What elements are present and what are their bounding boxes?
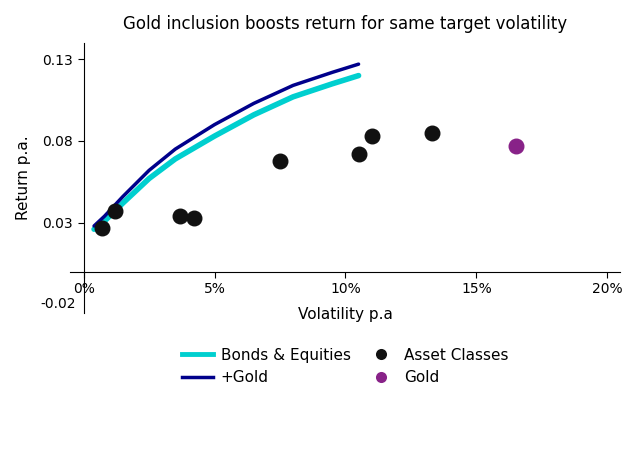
Point xyxy=(96,224,107,231)
Y-axis label: Return p.a.: Return p.a. xyxy=(17,135,31,220)
Point xyxy=(367,132,377,140)
Point xyxy=(110,208,120,215)
Point xyxy=(353,150,364,158)
Point xyxy=(189,214,199,222)
Text: -0.02: -0.02 xyxy=(40,297,76,312)
Title: Gold inclusion boosts return for same target volatility: Gold inclusion boosts return for same ta… xyxy=(123,15,567,33)
Point xyxy=(275,157,285,164)
Point xyxy=(511,142,521,150)
X-axis label: Volatility p.a: Volatility p.a xyxy=(298,307,393,322)
Point xyxy=(175,212,185,220)
Legend: Bonds & Equities, +Gold, Asset Classes, Gold: Bonds & Equities, +Gold, Asset Classes, … xyxy=(176,342,514,391)
Point xyxy=(427,129,437,137)
